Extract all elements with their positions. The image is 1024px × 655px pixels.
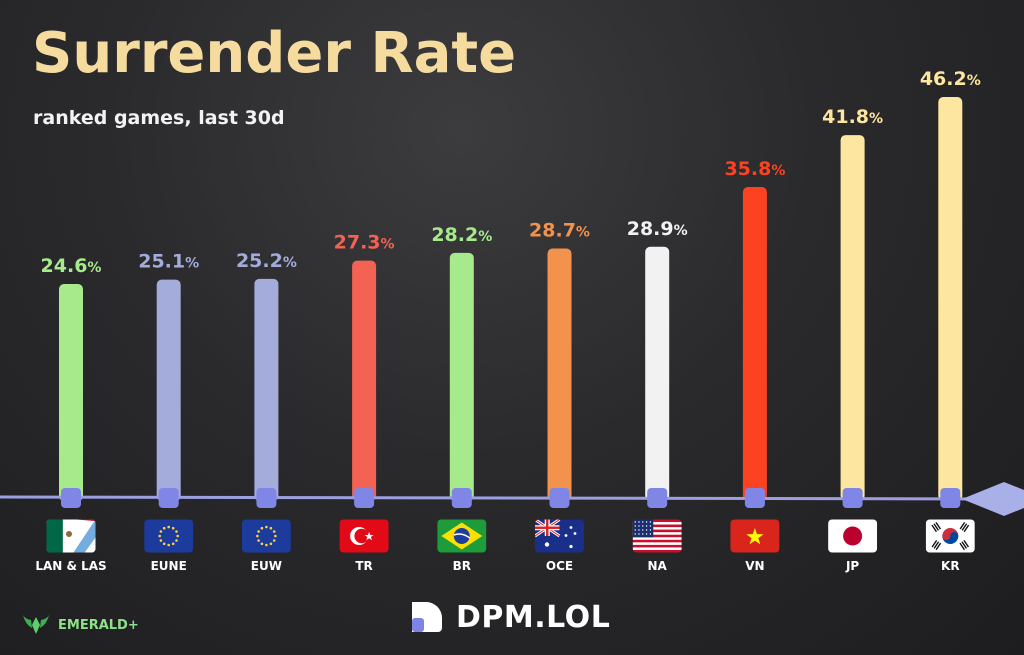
- axis-marker: [158, 488, 179, 508]
- eu-flag-icon: [241, 519, 291, 553]
- category-label-jp: JP: [845, 559, 859, 573]
- value-label-lan-las: 24.6%: [41, 255, 102, 277]
- category-label-kr: KR: [941, 559, 960, 573]
- category-label-vn: VN: [745, 559, 764, 573]
- baseline-arrow-icon: [962, 482, 1024, 516]
- brazil-flag-icon: [437, 519, 487, 553]
- brand-name: DPM.LOL: [456, 599, 611, 635]
- axis-marker: [842, 488, 863, 508]
- brand-logo: DPM.LOL: [408, 598, 610, 636]
- bar-kr: [938, 97, 963, 501]
- value-label-jp: 41.8%: [822, 106, 883, 128]
- category-label-br: BR: [453, 559, 471, 573]
- eu-flag-icon: [144, 519, 194, 553]
- chart-subtitle: ranked games, last 30d: [33, 107, 285, 129]
- value-label-kr: 46.2%: [920, 68, 981, 90]
- value-label-eune: 25.1%: [138, 251, 199, 273]
- usa-flag-icon: [632, 519, 682, 553]
- bar-na: [645, 246, 670, 501]
- value-label-tr: 27.3%: [334, 232, 395, 254]
- tier-label: EMERALD+: [58, 617, 139, 633]
- category-label-eune: EUNE: [151, 559, 187, 573]
- vietnam-flag-icon: [730, 519, 780, 553]
- japan-flag-icon: [828, 519, 878, 553]
- axis-marker: [354, 488, 375, 508]
- category-label-lan-las: LAN & LAS: [35, 559, 106, 573]
- axis-marker: [744, 488, 765, 508]
- axis-marker: [61, 488, 81, 508]
- tier-badge: EMERALD+: [22, 614, 139, 636]
- australia-flag-icon: [535, 519, 584, 553]
- baseline-axis: [0, 495, 991, 501]
- value-label-euw: 25.2%: [236, 250, 297, 272]
- category-label-na: NA: [648, 559, 668, 573]
- axis-marker: [451, 488, 472, 508]
- mexico-argentina-flag-icon: [46, 519, 96, 553]
- bar-eune: [156, 279, 181, 501]
- axis-marker: [940, 488, 961, 508]
- bar-br: [449, 252, 474, 501]
- bar-lan-las: [59, 284, 83, 501]
- value-label-oce: 28.7%: [529, 220, 590, 242]
- chart-title: Surrender Rate: [32, 21, 517, 86]
- value-label-br: 28.2%: [431, 224, 492, 246]
- axis-marker: [549, 488, 570, 508]
- category-label-tr: TR: [355, 559, 372, 573]
- category-label-euw: EUW: [251, 559, 282, 573]
- bar-oce: [547, 248, 572, 501]
- bar-jp: [840, 135, 865, 501]
- korea-flag-icon: [925, 519, 975, 553]
- value-label-vn: 35.8%: [724, 158, 785, 180]
- axis-marker: [256, 488, 277, 508]
- turkey-flag-icon: [339, 519, 389, 553]
- bar-vn: [742, 187, 767, 502]
- category-label-oce: OCE: [546, 559, 573, 573]
- emerald-wings-icon: [23, 615, 49, 634]
- bar-tr: [352, 260, 377, 501]
- axis-marker: [647, 488, 668, 508]
- bar-euw: [254, 278, 279, 501]
- dpm-logo-icon: [412, 602, 442, 632]
- value-label-na: 28.9%: [627, 218, 688, 240]
